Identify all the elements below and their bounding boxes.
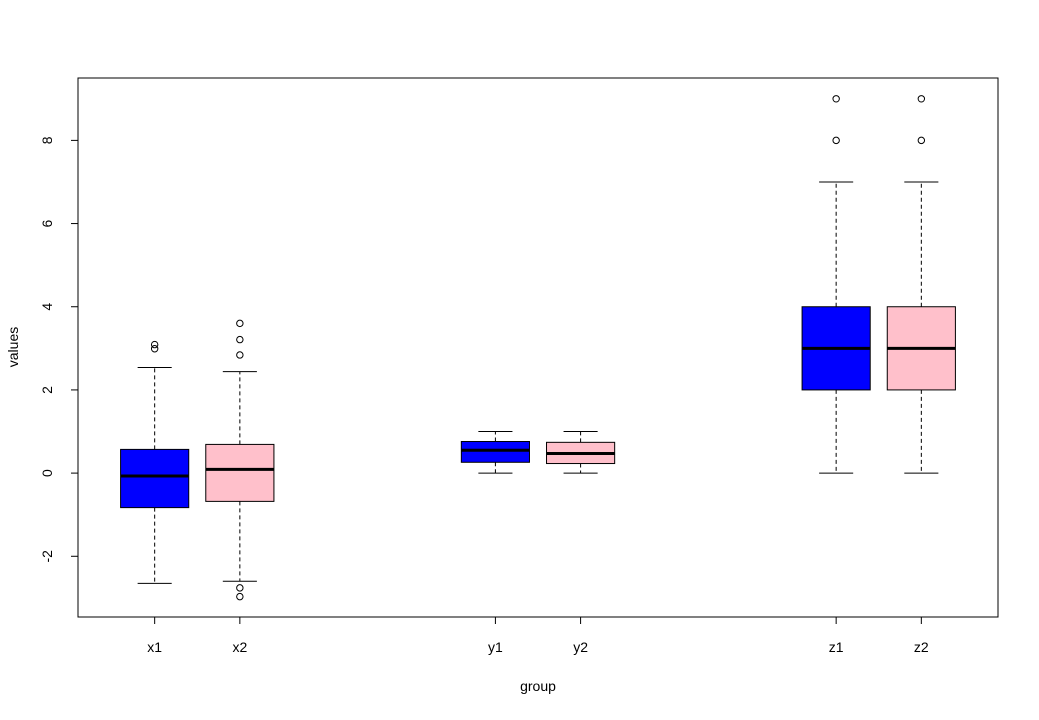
outlier-point <box>832 95 840 103</box>
box-z2: z2 <box>886 95 956 655</box>
y-tick-label: 6 <box>39 219 55 227</box>
y-axis-label: values <box>5 327 21 367</box>
box-x2: x2 <box>205 319 275 655</box>
box-y2: y2 <box>546 431 616 655</box>
x-tick-label: x2 <box>232 639 247 655</box>
y-tick-label: 8 <box>39 136 55 144</box>
outlier-point <box>236 319 244 328</box>
x-tick-label: z1 <box>829 639 844 655</box>
box-iqr <box>205 443 275 502</box>
box-iqr <box>460 440 530 463</box>
box-y1: y1 <box>460 431 530 655</box>
outlier-point <box>236 351 244 359</box>
x-tick-label: y1 <box>488 639 503 655</box>
outlier-point <box>236 584 244 592</box>
outlier-point <box>236 335 244 344</box>
y-tick-label: -2 <box>39 550 55 563</box>
outlier-point <box>236 592 244 601</box>
box-iqr <box>120 448 190 509</box>
box-x1: x1 <box>120 340 190 655</box>
outlier-point <box>150 345 159 353</box>
y-tick-label: 2 <box>39 386 55 394</box>
x-tick-label: x1 <box>147 639 162 655</box>
outlier-point <box>917 136 926 145</box>
x-tick-label: y2 <box>573 639 588 655</box>
box-z1: z1 <box>801 95 871 655</box>
x-tick-label: z2 <box>914 639 929 655</box>
outlier-point <box>832 136 840 145</box>
outlier-point <box>917 95 926 103</box>
y-tick-label: 4 <box>39 303 55 311</box>
y-tick-label: 0 <box>39 469 55 477</box>
outlier-point <box>150 340 159 349</box>
x-axis-label: group <box>520 678 556 694</box>
